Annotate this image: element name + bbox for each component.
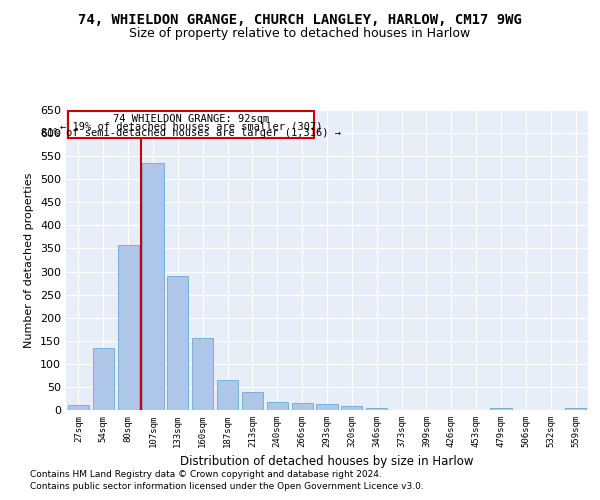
Bar — [242, 392, 263, 410]
Bar — [341, 406, 362, 410]
Bar — [68, 406, 89, 410]
Text: Contains HM Land Registry data © Crown copyright and database right 2024.: Contains HM Land Registry data © Crown c… — [30, 470, 382, 479]
Bar — [292, 403, 313, 410]
Text: 81% of semi-detached houses are larger (1,316) →: 81% of semi-detached houses are larger (… — [41, 128, 341, 138]
Bar — [490, 408, 512, 410]
Bar — [316, 404, 338, 410]
Text: ← 19% of detached houses are smaller (307): ← 19% of detached houses are smaller (30… — [60, 121, 322, 131]
Bar — [267, 402, 288, 410]
Text: 74, WHIELDON GRANGE, CHURCH LANGLEY, HARLOW, CM17 9WG: 74, WHIELDON GRANGE, CHURCH LANGLEY, HAR… — [78, 12, 522, 26]
Bar — [93, 348, 114, 410]
Bar — [565, 408, 586, 410]
Text: 74 WHIELDON GRANGE: 92sqm: 74 WHIELDON GRANGE: 92sqm — [113, 114, 269, 124]
Bar — [142, 163, 164, 410]
Bar — [192, 338, 213, 410]
Y-axis label: Number of detached properties: Number of detached properties — [25, 172, 34, 348]
X-axis label: Distribution of detached houses by size in Harlow: Distribution of detached houses by size … — [180, 456, 474, 468]
Bar — [167, 276, 188, 410]
Bar — [217, 380, 238, 410]
Text: Size of property relative to detached houses in Harlow: Size of property relative to detached ho… — [130, 28, 470, 40]
Bar — [118, 245, 139, 410]
FancyBboxPatch shape — [68, 111, 314, 138]
Bar — [366, 408, 387, 410]
Text: Contains public sector information licensed under the Open Government Licence v3: Contains public sector information licen… — [30, 482, 424, 491]
